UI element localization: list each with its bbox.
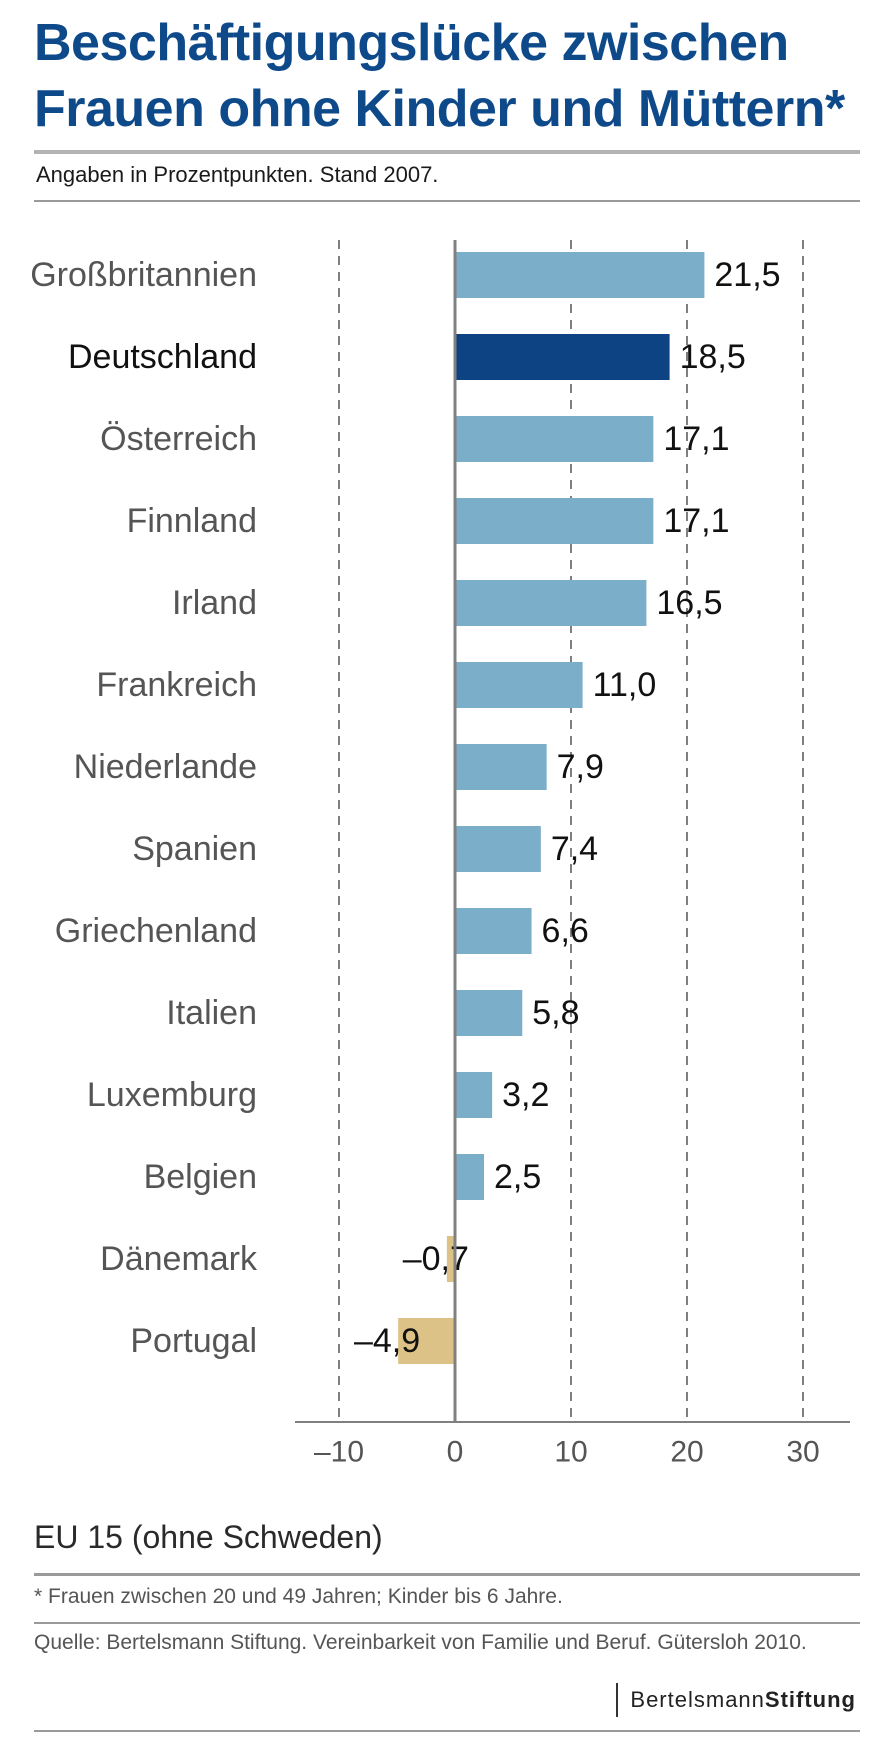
value-label-0: 21,5 bbox=[714, 256, 780, 294]
category-label-2: Österreich bbox=[100, 420, 257, 458]
category-label-4: Irland bbox=[172, 584, 257, 622]
x-tick-label-1: 0 bbox=[447, 1436, 464, 1469]
category-label-9: Italien bbox=[166, 994, 257, 1032]
category-label-10: Luxemburg bbox=[87, 1076, 257, 1114]
bertelsmann-logo: BertelsmannStiftung bbox=[616, 1683, 856, 1717]
bottom-rule bbox=[34, 1730, 860, 1732]
value-label-3: 17,1 bbox=[663, 502, 729, 540]
bar-8 bbox=[455, 908, 532, 954]
chart-subtitle: Angaben in Prozentpunkten. Stand 2007. bbox=[36, 162, 439, 187]
title-rule bbox=[34, 150, 860, 154]
value-label-13: –4,9 bbox=[354, 1322, 420, 1360]
bar-13 bbox=[398, 1318, 455, 1364]
eu-label: EU 15 (ohne Schweden) bbox=[34, 1519, 383, 1555]
value-label-6: 7,9 bbox=[557, 748, 604, 786]
value-label-2: 17,1 bbox=[663, 420, 729, 458]
value-label-5: 11,0 bbox=[593, 666, 657, 704]
category-label-0: Großbritannien bbox=[30, 256, 257, 294]
source-note: Quelle: Bertelsmann Stiftung. Vereinbark… bbox=[34, 1631, 807, 1654]
title-line-1: Beschäftigungslücke zwischen bbox=[34, 14, 789, 72]
value-label-12: –0,7 bbox=[403, 1240, 469, 1278]
value-label-4: 16,5 bbox=[656, 584, 722, 622]
x-tick-label-2: 10 bbox=[554, 1436, 587, 1469]
bar-9 bbox=[455, 990, 523, 1036]
category-label-6: Niederlande bbox=[74, 748, 257, 786]
category-label-5: Frankreich bbox=[96, 666, 257, 704]
bar-12 bbox=[446, 1236, 455, 1282]
category-label-1: Deutschland bbox=[68, 338, 257, 376]
bar-6 bbox=[455, 744, 547, 790]
bar-0 bbox=[455, 252, 705, 298]
subtitle-rule bbox=[34, 200, 860, 202]
value-label-7: 7,4 bbox=[551, 830, 598, 868]
footnote: * Frauen zwischen 20 und 49 Jahren; Kind… bbox=[34, 1585, 563, 1608]
value-label-8: 6,6 bbox=[542, 912, 589, 950]
logo-part-1: Bertelsmann bbox=[630, 1687, 765, 1712]
chart-title: Beschäftigungslücke zwischen Frauen ohne… bbox=[34, 10, 854, 142]
x-tick-label-0: –10 bbox=[314, 1436, 364, 1469]
bar-11 bbox=[455, 1154, 484, 1200]
category-label-12: Dänemark bbox=[100, 1240, 258, 1278]
value-label-9: 5,8 bbox=[532, 994, 579, 1032]
x-tick-label-3: 20 bbox=[670, 1436, 703, 1469]
category-label-11: Belgien bbox=[144, 1158, 257, 1196]
bar-chart: Großbritannien 21,5 Deutschland 18,5 Österre… bbox=[30, 240, 850, 1469]
bar-1 bbox=[455, 334, 670, 380]
x-tick-label-4: 30 bbox=[786, 1436, 819, 1469]
bar-3 bbox=[455, 498, 654, 544]
category-label-3: Finnland bbox=[127, 502, 257, 540]
value-label-10: 3,2 bbox=[502, 1076, 549, 1114]
category-label-7: Spanien bbox=[132, 830, 257, 868]
value-label-1: 18,5 bbox=[680, 338, 746, 376]
value-label-11: 2,5 bbox=[494, 1158, 541, 1196]
eu-rule bbox=[34, 1573, 860, 1576]
bar-5 bbox=[455, 662, 583, 708]
category-label-13: Portugal bbox=[130, 1322, 257, 1360]
category-label-8: Griechenland bbox=[55, 912, 257, 950]
bar-4 bbox=[455, 580, 647, 626]
bar-7 bbox=[455, 826, 541, 872]
footnote-rule bbox=[34, 1622, 860, 1624]
title-line-2: Frauen ohne Kinder und Müttern* bbox=[34, 80, 845, 138]
logo-part-2: Stiftung bbox=[764, 1687, 856, 1712]
bar-10 bbox=[455, 1072, 493, 1118]
bar-2 bbox=[455, 416, 654, 462]
